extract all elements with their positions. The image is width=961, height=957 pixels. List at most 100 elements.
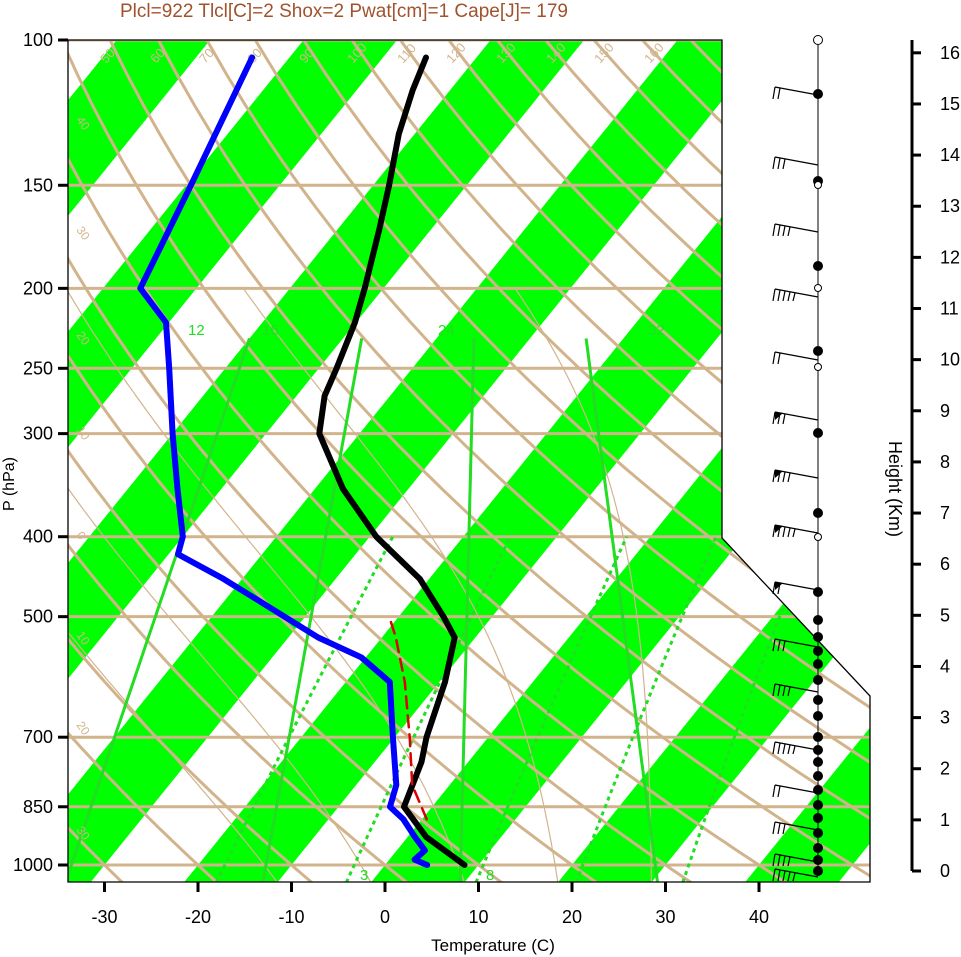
height-tick-label: 12 [940, 247, 960, 267]
isotherm-label: 30 [74, 224, 93, 243]
dry-adiabat [373, 40, 870, 882]
level-dot [813, 346, 823, 356]
wind-barb [772, 638, 819, 652]
level-dot [813, 35, 823, 45]
level-dot [813, 843, 823, 853]
isotherm-band [531, 40, 870, 882]
level-dot [813, 711, 823, 721]
moist-adiabat-label: 30 [849, 638, 877, 666]
pressure-tick-label: 700 [23, 727, 53, 747]
dry-adiabat [68, 40, 429, 882]
level-dot [813, 828, 823, 838]
plot-frame [67, 39, 871, 883]
isotherm-band [68, 40, 836, 882]
pressure-tick-label: 300 [23, 424, 53, 444]
level-dot [813, 866, 823, 876]
mixing-ratio-line [681, 536, 813, 882]
wind-barb [772, 469, 819, 483]
wind-barb [772, 853, 819, 867]
wind-barb [772, 821, 819, 835]
level-dot [813, 646, 823, 656]
wind-barb [772, 288, 819, 302]
dry-adiabat [68, 40, 525, 882]
pressure-tick-label: 500 [23, 607, 53, 627]
x-tick-label: 30 [655, 907, 675, 927]
dry-adiabat [0, 2, 44, 899]
x-tick-label: 0 [380, 907, 390, 927]
mixing-ratio-label: 8 [486, 867, 494, 884]
dry-adiabat [326, 40, 870, 882]
level-dot [813, 771, 823, 781]
level-dot [813, 508, 823, 518]
height-tick-label: 6 [940, 554, 950, 574]
moist-adiabat-label: 10 [729, 331, 757, 359]
isotherm-band [718, 40, 870, 882]
dry-adiabat [68, 40, 870, 882]
wind-barb [772, 868, 819, 882]
y-axis-label: P (hPa) [1, 457, 18, 511]
height-axis-label: Height (Km) [885, 441, 905, 537]
wind-barb [772, 223, 819, 237]
temperature-line [316, 54, 468, 868]
wind-barb [772, 741, 819, 755]
moist-adiabat-label: 20 [729, 223, 757, 251]
mixing-ratio-line [474, 536, 629, 882]
height-tick-label: 13 [940, 196, 960, 216]
saturated-adiabat-line [261, 338, 364, 882]
level-dot [813, 615, 823, 625]
mixing-ratio-line [214, 535, 395, 882]
dry-adiabat [68, 40, 333, 882]
dry-adiabat [68, 40, 814, 882]
mixing-ratio-label: 16 [262, 322, 279, 339]
saturated-adiabat-line [458, 338, 476, 882]
parcel-path-line [388, 615, 428, 821]
moist-adiabat [68, 288, 372, 882]
level-dot [813, 757, 823, 767]
wind-barb [772, 156, 819, 170]
height-tick-label: 0 [940, 861, 950, 881]
x-tick-label: 20 [562, 907, 582, 927]
profiles [137, 54, 468, 868]
wind-barb [772, 683, 819, 697]
level-dot [813, 261, 823, 271]
mixing-ratio-line [574, 536, 718, 882]
x-axis: -30 -20 -10 0 10 20 30 40 [91, 882, 769, 927]
wind-barb [772, 411, 819, 425]
isotherm-label: 20 [74, 719, 93, 738]
dry-adiabat [91, 40, 870, 882]
height-tick-label: 4 [940, 656, 950, 676]
height-tick-label: 10 [940, 350, 960, 370]
x-axis-label: Temperature (C) [431, 936, 555, 955]
moist-adiabat-label: 0 [727, 451, 747, 473]
dry-adiabat [185, 40, 870, 882]
dry-adiabat [138, 40, 870, 882]
x-tick-label: -20 [185, 907, 211, 927]
dry-adiabat [68, 40, 718, 882]
wind-barb [772, 351, 819, 365]
dewpoint-line [137, 54, 431, 868]
pressure-tick-label: 200 [23, 278, 53, 298]
level-dot [813, 800, 823, 810]
height-tick-label: 1 [940, 810, 950, 830]
x-tick-label: -30 [91, 907, 117, 927]
dry-adiabat [232, 40, 870, 882]
mixing-ratio-label: 24 [438, 322, 455, 339]
mixing-ratio-label: 32 [648, 322, 665, 339]
moist-adiabat [68, 288, 278, 882]
moist-adiabat [68, 287, 465, 882]
level-dot [813, 675, 823, 685]
isotherm-band [68, 40, 462, 882]
isotherm-band [906, 0, 961, 915]
mixing-ratio-lines [68, 337, 813, 882]
moist-adiabat-label: 30 [729, 113, 757, 141]
moist-adiabat [242, 287, 559, 882]
pressure-tick-label: 1000 [13, 855, 53, 875]
height-tick-label: 3 [940, 708, 950, 728]
level-open-dot [814, 284, 822, 292]
level-open-dot [814, 363, 822, 371]
wind-barb [772, 86, 819, 100]
dry-adiabat [68, 40, 237, 882]
height-tick-label: 14 [940, 145, 960, 165]
height-tick-label: 16 [940, 43, 960, 63]
